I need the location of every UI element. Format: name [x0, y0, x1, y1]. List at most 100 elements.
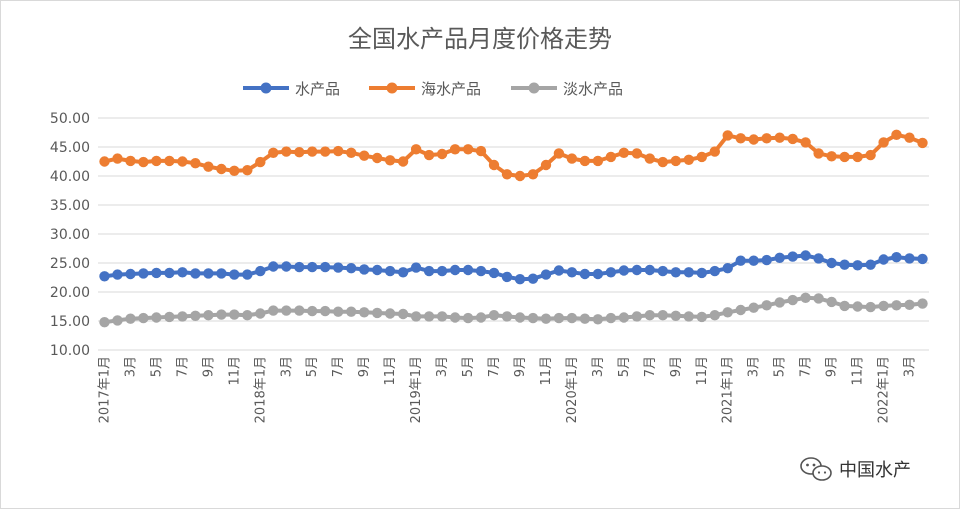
x-tick-label: 3月 [591, 356, 606, 377]
data-point [229, 269, 240, 280]
data-point [423, 311, 435, 322]
series-layer [99, 129, 928, 328]
data-point [138, 156, 149, 168]
data-point [657, 156, 668, 168]
legend-label: 淡水产品 [563, 80, 623, 98]
data-point [229, 309, 240, 320]
data-point [436, 311, 448, 322]
data-point [99, 156, 110, 167]
data-point [917, 253, 928, 265]
watermark: 中国水产 [800, 457, 911, 481]
data-point [346, 147, 357, 158]
data-point [839, 300, 850, 312]
data-point [722, 130, 733, 141]
data-point [151, 312, 162, 323]
y-tick-label: 50.00 [50, 111, 90, 127]
legend-marker [260, 82, 272, 94]
data-point [333, 306, 344, 317]
data-point [579, 155, 591, 167]
data-point [826, 296, 837, 308]
data-point [397, 156, 409, 167]
data-point [268, 305, 279, 316]
x-tick-label: 5月 [149, 356, 164, 377]
data-point [566, 312, 578, 324]
x-tick-label: 9月 [357, 356, 372, 377]
data-point [683, 154, 694, 165]
data-point [579, 268, 591, 280]
data-point [410, 262, 422, 273]
data-point [151, 267, 162, 279]
data-point [709, 310, 720, 321]
data-point [449, 264, 461, 276]
data-point [865, 259, 876, 270]
data-point [735, 133, 746, 144]
data-point [657, 265, 668, 277]
data-point [605, 312, 617, 324]
data-point [748, 302, 759, 313]
y-tick-label: 15.00 [50, 314, 90, 330]
data-point [722, 263, 733, 274]
data-point [527, 273, 539, 284]
data-point [346, 306, 357, 317]
data-point [281, 261, 292, 272]
data-point [618, 312, 630, 323]
data-point [592, 268, 604, 280]
data-point [904, 132, 915, 143]
y-tick-label: 25.00 [50, 256, 90, 272]
data-point [878, 300, 889, 312]
data-point [527, 312, 539, 324]
data-point [540, 269, 552, 280]
data-point [99, 317, 110, 328]
data-point [112, 315, 123, 326]
x-tick-label: 11月 [539, 356, 554, 386]
data-point [852, 151, 863, 163]
data-point [423, 149, 435, 161]
data-point [800, 137, 811, 148]
x-tick-label: 2017年1月 [97, 356, 112, 423]
data-point [190, 268, 201, 279]
x-tick-label: 9月 [513, 356, 528, 377]
data-point [540, 313, 552, 324]
data-point [761, 133, 772, 144]
x-tick-label: 3月 [435, 356, 450, 377]
data-point [813, 253, 824, 264]
legend-label: 水产品 [295, 80, 340, 98]
data-point [605, 267, 617, 278]
x-tick-label: 11月 [227, 356, 242, 386]
x-tick-label: 5月 [461, 356, 476, 377]
data-point [735, 304, 746, 316]
data-point [397, 267, 409, 278]
data-point [722, 307, 733, 318]
data-point [813, 293, 824, 304]
data-point [281, 305, 292, 316]
data-point [774, 252, 785, 263]
data-point [709, 146, 720, 157]
data-point [800, 250, 811, 261]
data-point [501, 271, 513, 283]
data-point [203, 310, 214, 321]
data-point [475, 312, 487, 323]
data-point [800, 292, 811, 303]
data-point [917, 298, 928, 309]
y-tick-label: 20.00 [50, 285, 90, 301]
data-point [735, 255, 746, 266]
data-point [359, 307, 370, 318]
data-point [294, 261, 305, 273]
data-point [774, 297, 785, 308]
data-point [125, 268, 136, 280]
legend-marker [386, 82, 398, 94]
x-tick-label: 2018年1月 [253, 356, 268, 423]
x-tick-label: 7月 [331, 356, 346, 377]
data-point [410, 311, 422, 322]
data-point [787, 133, 798, 145]
data-point [125, 313, 136, 324]
data-point [553, 148, 565, 159]
data-point [294, 305, 305, 316]
data-point [449, 144, 461, 155]
series-line [104, 295, 923, 325]
x-tick-label: 7月 [487, 356, 502, 377]
data-point [631, 264, 643, 276]
data-point [904, 299, 915, 310]
